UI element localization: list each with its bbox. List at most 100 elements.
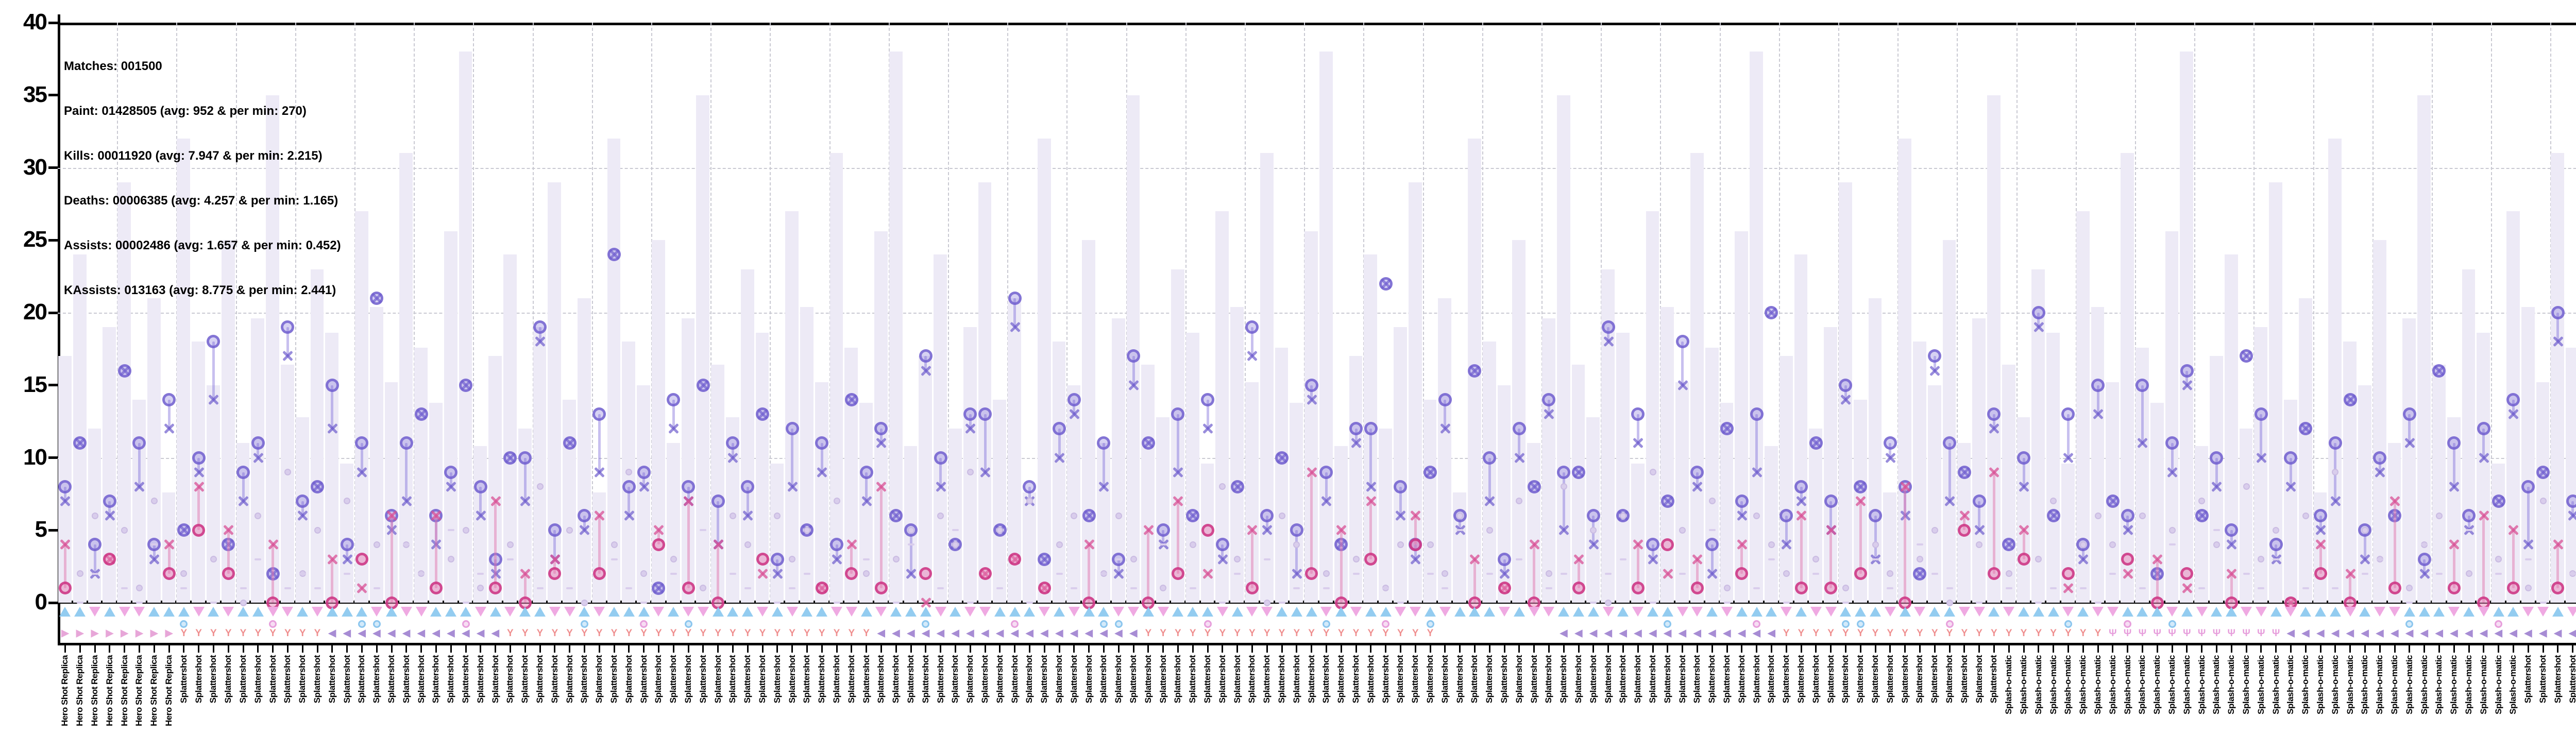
special-weapon-icon: ◀ <box>2331 628 2340 639</box>
win-triangle-icon <box>1484 607 1496 617</box>
kills-kassists-stem <box>1369 429 1372 487</box>
kills-x-marker <box>238 496 249 507</box>
kills-x-marker <box>1246 350 1258 362</box>
paint-bar <box>1601 269 1615 603</box>
highlight-circle-marker <box>1945 620 1954 628</box>
deaths-faint-dot <box>1768 541 1775 548</box>
assists-faint-dash <box>1649 602 1656 604</box>
assists-faint-dash <box>996 587 1004 589</box>
kassists-circle-marker <box>1275 451 1289 465</box>
kills-kassists-stem <box>553 530 556 559</box>
kassists-circle-marker <box>117 364 131 378</box>
assists-circle-marker <box>429 582 443 595</box>
weapon-label-text: Splattershot <box>1810 655 1821 704</box>
deaths-x-marker <box>59 539 71 550</box>
special-weapon-icon: Ψ <box>2197 628 2206 639</box>
x-axis-tick <box>138 645 140 653</box>
weapon-label-text: Splattershot <box>980 655 990 704</box>
deaths-faint-dot <box>1071 512 1078 519</box>
paint-bar <box>2298 298 2312 603</box>
assists-faint-dash <box>803 572 810 575</box>
special-weapon-icon: ◀ <box>1040 628 1048 639</box>
kills-x-marker <box>2062 452 2074 464</box>
assists-circle-marker <box>2314 567 2327 581</box>
weapon-label-text: Splattershot <box>965 655 975 704</box>
highlight-circle-marker <box>1382 620 1390 628</box>
kassists-circle-marker <box>741 480 755 493</box>
kills-kassists-stem <box>2260 414 2263 458</box>
x-axis-tick <box>1741 645 1743 653</box>
deaths-faint-dot <box>1842 585 1849 592</box>
kills-kassists-stem <box>1354 429 1358 443</box>
special-weapon-icon: ◀ <box>402 628 411 639</box>
kills-kassists-stem <box>2275 544 2278 559</box>
x-axis-tick <box>2290 645 2292 653</box>
paint-bar <box>666 443 680 603</box>
deaths-x-marker <box>1143 524 1154 536</box>
weapon-label-text: Splattershot <box>223 655 233 704</box>
win-triangle-icon <box>905 607 917 617</box>
left-axis-tick <box>48 166 58 169</box>
kassists-circle-marker <box>563 436 577 450</box>
kills-x-marker <box>2404 437 2415 449</box>
kassists-circle-marker <box>2536 465 2550 479</box>
deaths-faint-dot <box>803 526 810 534</box>
deaths-assists-stem <box>63 544 66 588</box>
win-triangle-icon <box>1276 607 1287 617</box>
kills-kassists-stem <box>1710 544 1714 574</box>
loss-triangle-icon <box>415 607 427 617</box>
kassists-circle-marker <box>296 494 310 508</box>
kills-kassists-stem <box>672 399 675 429</box>
assists-circle-marker <box>1631 582 1645 595</box>
assists-circle-marker <box>355 553 368 566</box>
kills-x-marker <box>1751 467 1762 478</box>
paint-bar <box>1379 429 1392 603</box>
weapon-label-text: Splash-o-matic <box>2196 655 2207 714</box>
deaths-assists-stem <box>879 486 883 588</box>
x-axis-tick <box>1859 645 1861 653</box>
kills-kassists-stem <box>138 443 141 487</box>
special-weapon-icon: Ψ <box>2168 628 2176 639</box>
loss-triangle-icon <box>786 607 798 617</box>
special-weapon-icon: ◀ <box>922 628 930 639</box>
paint-bar <box>2432 365 2446 603</box>
special-weapon-icon: Ψ <box>2242 628 2250 639</box>
assists-circle-marker <box>1364 553 1378 566</box>
deaths-faint-dot <box>1679 526 1686 534</box>
kassists-circle-marker <box>1527 480 1541 493</box>
loss-triangle-icon <box>133 607 145 617</box>
x-axis-tick <box>212 645 214 653</box>
weapon-label-text: Splattershot <box>1336 655 1346 704</box>
special-weapon-icon: Y <box>1917 628 1923 639</box>
deaths-faint-dot <box>1323 570 1330 577</box>
x-axis-tick <box>79 645 81 653</box>
left-axis-label: 0 <box>35 589 47 615</box>
deaths-x-marker <box>1246 524 1258 536</box>
x-axis-tick <box>2038 645 2040 653</box>
win-triangle-icon <box>1617 607 1629 617</box>
weapon-label-text: Splattershot <box>431 655 441 704</box>
win-triangle-icon <box>2315 607 2326 617</box>
x-axis-tick <box>969 645 971 653</box>
deaths-faint-dot <box>284 469 291 476</box>
deaths-x-marker <box>327 554 338 565</box>
kills-kassists-stem <box>1206 399 1209 429</box>
loss-triangle-icon <box>267 607 279 617</box>
deaths-faint-dot <box>1723 585 1731 592</box>
deaths-x-marker <box>2122 568 2133 579</box>
special-weapon-icon: Y <box>1946 628 1953 639</box>
assists-circle-marker <box>1794 582 1808 595</box>
special-weapon-icon: ◀ <box>1055 628 1063 639</box>
win-triangle-icon <box>816 607 828 617</box>
weapon-label-text: Splash-o-matic <box>2137 655 2147 714</box>
paint-bar <box>963 327 977 603</box>
x-axis-tick <box>1325 645 1327 653</box>
special-weapon-icon: Y <box>1902 628 1908 639</box>
kills-kassists-stem <box>63 486 66 501</box>
deaths-assists-stem <box>598 516 601 574</box>
win-triangle-icon <box>1024 607 1036 617</box>
x-axis-tick <box>1622 645 1624 653</box>
deaths-x-marker <box>386 510 397 521</box>
assists-circle-marker <box>1008 553 1022 566</box>
special-weapon-icon: Y <box>551 628 558 639</box>
